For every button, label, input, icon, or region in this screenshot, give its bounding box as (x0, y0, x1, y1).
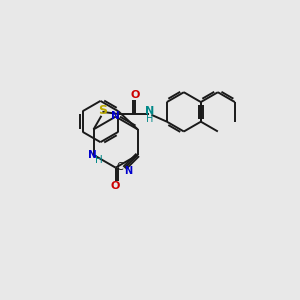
Text: N: N (111, 111, 120, 121)
Text: O: O (111, 181, 120, 191)
Text: C: C (116, 162, 123, 172)
Text: H: H (146, 114, 153, 124)
Text: S: S (98, 104, 107, 117)
Text: N: N (145, 106, 154, 116)
Text: H: H (94, 155, 102, 165)
Text: N: N (124, 166, 132, 176)
Text: O: O (130, 90, 140, 100)
Text: N: N (88, 150, 97, 160)
